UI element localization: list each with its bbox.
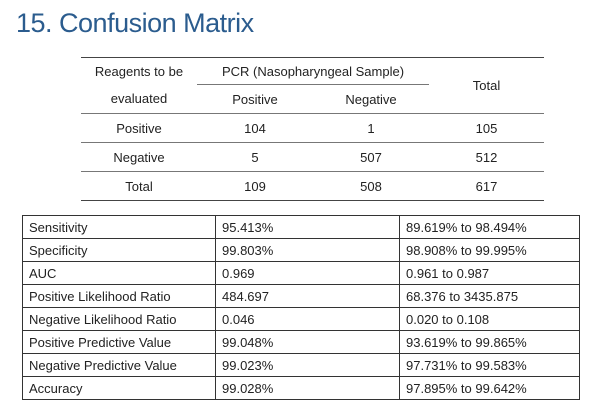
cell-positive: 109 [197,171,313,201]
table-row: Specificity 99.803% 98.908% to 99.995% [22,238,580,262]
header-positive: Positive [232,91,278,107]
metric-value: 99.028% [215,376,400,400]
metric-name: Positive Likelihood Ratio [22,284,216,308]
table-row: Negative 5 507 512 [81,142,544,172]
confusion-matrix-table: Reagents to be PCR (Nasopharyngeal Sampl… [81,57,544,201]
cell-negative: 1 [313,113,429,143]
metric-value: 0.046 [215,307,400,331]
metric-value: 95.413% [215,215,400,239]
metric-name: Sensitivity [22,215,216,239]
metric-name: Accuracy [22,376,216,400]
cell-total: 512 [429,142,544,172]
table-row: AUC 0.969 0.961 to 0.987 [22,261,580,285]
metric-value: 99.048% [215,330,400,354]
metric-name: Negative Likelihood Ratio [22,307,216,331]
header-negative: Negative [345,91,397,107]
metric-ci: 93.619% to 99.865% [399,330,580,354]
cell-positive: 5 [197,142,313,172]
statistics-table: Sensitivity 95.413% 89.619% to 98.494% S… [22,215,580,400]
metric-ci: 98.908% to 99.995% [399,238,580,262]
table-row: Total 109 508 617 [81,171,544,201]
table-row: Accuracy 99.028% 97.895% to 99.642% [22,376,580,400]
cell-total: 617 [429,171,544,201]
cell-total: 105 [429,113,544,143]
header-reagents-line2: evaluated [110,91,168,107]
table-row: Positive 104 1 105 [81,113,544,143]
metric-ci: 0.961 to 0.987 [399,261,580,285]
metric-name: Specificity [22,238,216,262]
table-row: Sensitivity 95.413% 89.619% to 98.494% [22,215,580,239]
metric-value: 484.697 [215,284,400,308]
metric-ci: 97.895% to 99.642% [399,376,580,400]
cell-negative: 507 [313,142,429,172]
cell-negative: 508 [313,171,429,201]
metric-value: 99.023% [215,353,400,377]
row-label: Total [81,171,197,201]
metric-ci: 97.731% to 99.583% [399,353,580,377]
metric-ci: 0.020 to 0.108 [399,307,580,331]
metric-name: Positive Predictive Value [22,330,216,354]
metric-name: AUC [22,261,216,285]
row-label: Negative [81,142,197,172]
metric-ci: 89.619% to 98.494% [399,215,580,239]
metric-value: 0.969 [215,261,400,285]
header-pcr-group: PCR (Nasopharyngeal Sample) [197,57,429,85]
cell-positive: 104 [197,113,313,143]
table-row: Negative Likelihood Ratio 0.046 0.020 to… [22,307,580,331]
header-reagents-line1: Reagents to be [81,57,197,85]
table-row: Negative Predictive Value 99.023% 97.731… [22,353,580,377]
row-label: Positive [81,113,197,143]
table-row: Positive Predictive Value 99.048% 93.619… [22,330,580,354]
page-title: 15. Confusion Matrix [16,8,254,38]
metric-value: 99.803% [215,238,400,262]
header-total: Total [429,57,544,114]
table-row: Positive Likelihood Ratio 484.697 68.376… [22,284,580,308]
metric-name: Negative Predictive Value [22,353,216,377]
metric-ci: 68.376 to 3435.875 [399,284,580,308]
